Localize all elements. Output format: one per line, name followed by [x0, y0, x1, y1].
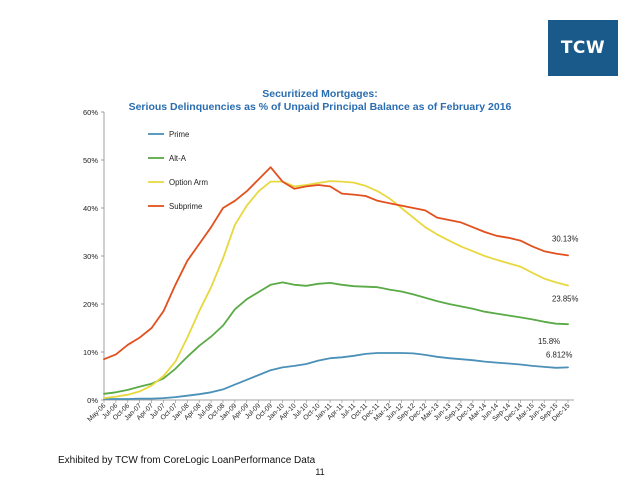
y-tick-label: 60%	[83, 108, 98, 117]
legend-label: Subprime	[169, 202, 202, 211]
series-line-alt-a	[103, 281, 569, 395]
series-line-option-arm	[103, 180, 569, 400]
page-number: 11	[315, 467, 325, 477]
source-footnote: Exhibited by TCW from CoreLogic LoanPerf…	[58, 455, 316, 466]
chart-title: Securitized Mortgages:	[262, 88, 378, 100]
series-line-prime	[103, 352, 569, 400]
tcw-logo: TCW	[548, 20, 618, 76]
y-tick-label: 40%	[83, 204, 98, 213]
y-tick-label: 30%	[83, 252, 98, 261]
end-value-label: 15.8%	[538, 337, 560, 346]
end-value-label: 23.85%	[552, 295, 579, 304]
legend-label: Prime	[169, 130, 189, 139]
y-tick-label: 20%	[83, 300, 98, 309]
legend-label: Option Arm	[169, 178, 208, 187]
y-tick-label: 0%	[87, 396, 98, 405]
y-tick-label: 50%	[83, 156, 98, 165]
logo-text: TCW	[560, 38, 606, 58]
end-value-label: 6.812%	[546, 350, 573, 359]
legend-label: Alt-A	[169, 154, 187, 163]
y-tick-label: 10%	[83, 348, 98, 357]
end-value-label: 30.13%	[552, 234, 579, 243]
series-line-subprime	[103, 166, 569, 361]
chart-subtitle: Serious Delinquencies as % of Unpaid Pri…	[128, 101, 512, 113]
